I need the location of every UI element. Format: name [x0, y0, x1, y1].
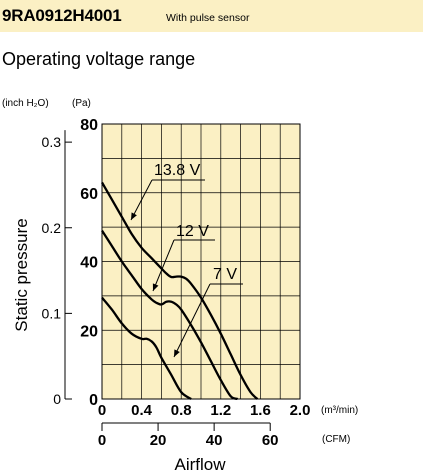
y-tick-label: 20: [80, 323, 98, 340]
x-tick-label: 1.2: [210, 402, 231, 419]
x2-tick-label: 20: [150, 432, 167, 449]
x-tick-label: 1.6: [250, 402, 271, 419]
model-note: With pulse sensor: [166, 12, 250, 24]
label-12v: 12 V: [176, 223, 209, 240]
y-unit: (Pa): [72, 98, 91, 109]
y2-tick-label: 0.1: [42, 305, 62, 321]
y2-unit: (inch H₂O): [2, 98, 49, 109]
x-unit: (m³/min): [321, 405, 358, 416]
axes: [64, 130, 271, 424]
leader-12v-head: [152, 283, 159, 291]
curves: [101, 181, 259, 401]
x-tick-label: 0.8: [171, 402, 192, 419]
x2-tick-label: 0: [98, 432, 106, 449]
leader-12v: [152, 239, 175, 292]
x-axis-title: Airflow: [174, 455, 226, 474]
leader-13-8v-head: [131, 212, 137, 220]
model-name: 9RA0912H4001: [2, 6, 122, 25]
y-tick-label: 0: [89, 392, 98, 409]
curve-series-2: [101, 296, 192, 400]
y2-tick-label: 0.2: [42, 220, 62, 236]
x-tick-label: 0.4: [131, 402, 153, 419]
leader-7v: [173, 283, 211, 358]
plot-frame: [101, 123, 301, 400]
leaders: [130, 179, 243, 358]
curve-series-1: [101, 229, 239, 401]
ticks: 0 0.1 0.2 0.3 0 20 40 60 80 0 0.4 0.8 1.2 1.6 2.0 0 20 40…: [42, 117, 311, 449]
leader-13-8v: [130, 179, 153, 221]
x-tick-label: 0: [98, 402, 106, 419]
section-title: Operating voltage range: [2, 49, 196, 69]
y2-tick-label: 0.3: [42, 134, 62, 150]
grid: [101, 123, 301, 400]
label-13-8v: 13.8 V: [154, 162, 201, 179]
label-7v: 7 V: [213, 266, 237, 283]
x2-tick-label: 60: [262, 432, 279, 449]
y-tick-label: 80: [80, 117, 98, 134]
x2-tick-label: 40: [206, 432, 223, 449]
curve-series-0: [101, 181, 259, 400]
y-tick-label: 40: [80, 255, 98, 272]
x-tick-label: 2.0: [290, 402, 311, 419]
header-bar: [0, 0, 423, 32]
leader-7v-head: [174, 349, 180, 357]
y2-tick-label: 0: [53, 391, 61, 407]
x2-unit: (CFM): [322, 434, 350, 445]
y-tick-label: 60: [80, 186, 98, 203]
y-axis-title: Static pressure: [12, 218, 31, 331]
